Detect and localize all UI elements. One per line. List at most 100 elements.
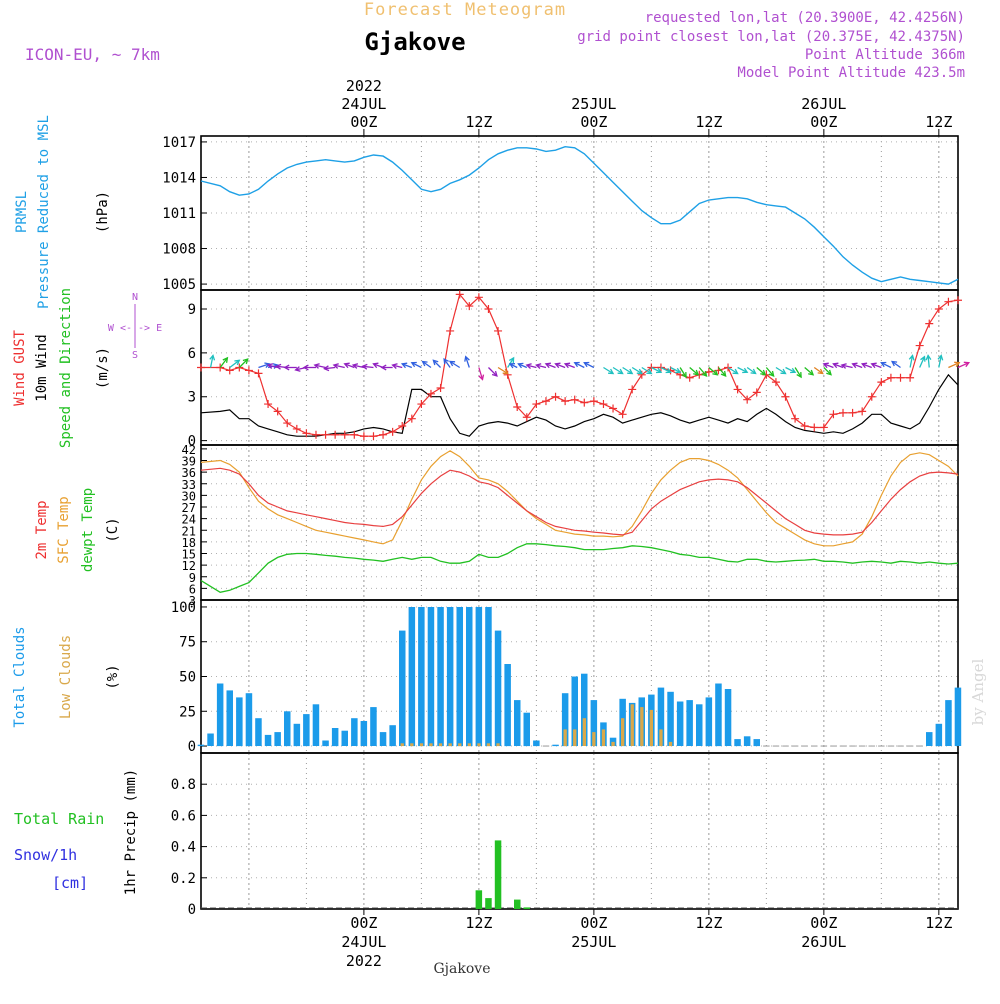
total-cloud-bar (609, 737, 617, 746)
wind-arrow-shaft (841, 364, 853, 369)
chart-panels: 1005100810111014101703693691215182124273… (162, 77, 971, 970)
bottom-time-label: 12Z (925, 914, 952, 932)
wind-arrow-shaft (785, 366, 796, 373)
model-label: ICON-EU, ~ 7km (25, 45, 160, 64)
wind-arrow-shaft (919, 356, 926, 368)
wind-arrow-head (535, 363, 542, 369)
wind-arrow (804, 367, 815, 376)
rain-bar (523, 907, 530, 909)
wind-arrow-head (264, 362, 271, 369)
wind-arrow (421, 360, 432, 369)
temperature-ytick-label: 39 (182, 455, 196, 469)
wind-arrow-shaft (641, 366, 652, 375)
wind-arrow-shaft (698, 367, 707, 377)
wind-arrow-shaft (891, 360, 901, 369)
clouds-ytick-label: 50 (179, 670, 196, 686)
wind-arrow (554, 362, 566, 369)
wind-arrow-shaft (717, 367, 727, 377)
wind-arrow-shaft (258, 363, 270, 369)
low-cloud-bar (601, 729, 606, 747)
low-cloud-bar (563, 729, 567, 747)
wind-arrow (380, 364, 393, 371)
pressure-ytick-label: 1008 (162, 242, 196, 258)
wind-arrow (443, 357, 451, 368)
wind-arrow-shaft (737, 366, 748, 373)
wind-arrow (209, 354, 216, 368)
wind-arrow (302, 364, 316, 371)
wind-arrow-shaft (518, 363, 528, 369)
wind-arrow-shaft (555, 363, 566, 369)
wind-ytick-label: 6 (188, 346, 196, 362)
gust-marker (800, 421, 809, 430)
wind-arrow-shaft (813, 366, 824, 375)
wind-arrow-shaft (449, 360, 461, 369)
rain-bar (494, 840, 502, 909)
rain-bar (485, 898, 492, 909)
wind-arrow (573, 361, 585, 369)
wind-arrow (229, 359, 241, 369)
wind-arrow-shaft (833, 363, 844, 369)
temperature-ytick-label: 30 (182, 489, 196, 503)
wind-arrow (851, 362, 863, 369)
wind-arrow-shaft (794, 367, 802, 378)
gust-marker (436, 383, 445, 392)
wind-arrow-head (361, 363, 368, 370)
wind-arrow-shaft (927, 355, 930, 368)
wind-label-speed-dir: Speed and Direction (58, 288, 74, 448)
wind-arrow-shaft (775, 366, 786, 375)
wind-arrow-head (410, 361, 417, 368)
wind-arrow-head (372, 362, 379, 369)
top-time-label: 12Z (695, 113, 722, 131)
gust-marker (829, 410, 838, 419)
gust-marker (244, 366, 253, 375)
wind-arrow-head (544, 362, 551, 369)
total-cloud-bar (571, 676, 578, 746)
temp-label-dewpt: dewpt Temp (80, 488, 96, 572)
wind-arrow (258, 362, 271, 369)
gust-marker (532, 400, 541, 409)
pressure-ytick-label: 1005 (162, 277, 196, 293)
wind-arrow (775, 366, 787, 375)
gust-marker (321, 430, 330, 439)
gust-marker (331, 430, 340, 439)
wind-arrow (679, 367, 687, 379)
wind-arrow-shaft (219, 357, 228, 368)
wind-arrow-head (760, 369, 767, 376)
temperature-ytick-label: 12 (182, 559, 196, 573)
total-cloud-bar (667, 691, 674, 746)
wind-arrow-shaft (670, 366, 681, 373)
wind-arrow (840, 363, 853, 369)
wind-arrow (283, 364, 297, 371)
low-cloud-bar (400, 743, 404, 747)
wind-arrow-head (826, 369, 832, 376)
wind-arrow (410, 361, 422, 369)
bottom-time-label: 12Z (465, 914, 492, 932)
low-cloud-bar (458, 743, 462, 747)
gust-marker (743, 395, 752, 404)
wind-arrow-shaft (362, 365, 374, 369)
wind-arrow-head (478, 374, 485, 381)
pressure-ytick-label: 1011 (162, 206, 196, 222)
wind-arrow-head (448, 360, 456, 367)
wind-arrow-head (675, 367, 682, 374)
wind-arrow-head (343, 362, 350, 369)
wind-arrow-head (464, 355, 470, 362)
total-cloud-bar (331, 728, 339, 747)
gust-marker (915, 341, 924, 350)
wind-arrow-shaft (536, 364, 547, 369)
total-cloud-bar (954, 687, 962, 746)
total-cloud-bar (657, 687, 665, 746)
wind-arrow-head (508, 356, 515, 363)
wind-arrow-head (937, 354, 944, 361)
gust-marker (465, 302, 474, 311)
wind-arrow (517, 362, 528, 369)
wind-arrow-head (890, 360, 898, 367)
low-cloud-bar (640, 707, 644, 746)
temperature-ytick-label: 18 (182, 536, 196, 550)
wind-arrow-head (920, 355, 926, 362)
wind-arrow-shaft (344, 363, 355, 369)
gust-marker (350, 430, 359, 439)
low-cloud-bar (486, 743, 491, 747)
wind-arrow (948, 361, 961, 369)
